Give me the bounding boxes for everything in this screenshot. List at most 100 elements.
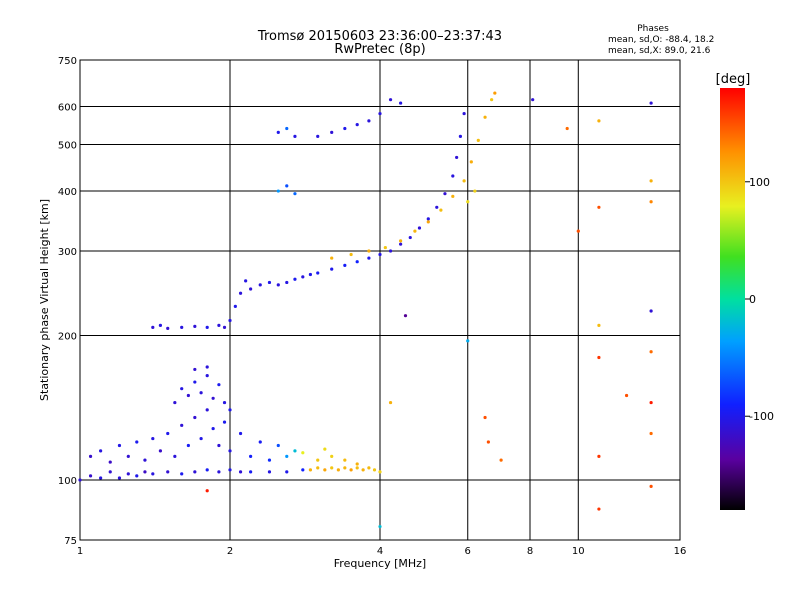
- data-point: [343, 126, 347, 131]
- data-point: [466, 200, 470, 204]
- data-point: [193, 470, 197, 474]
- data-point: [117, 476, 122, 480]
- data-point: [205, 365, 209, 369]
- data-point: [451, 194, 455, 198]
- data-point: [597, 119, 601, 123]
- data-point: [244, 279, 248, 283]
- y-tick-label: 600: [58, 103, 77, 114]
- data-point: [135, 440, 139, 444]
- x-axis-label: Frequency [MHz]: [334, 557, 426, 570]
- data-point: [88, 474, 93, 478]
- data-point: [383, 245, 387, 250]
- data-point: [399, 239, 403, 243]
- data-point: [78, 478, 82, 482]
- x-tick-label: 10: [572, 546, 585, 557]
- data-point: [378, 470, 382, 474]
- data-point: [151, 436, 155, 441]
- data-point: [399, 242, 403, 246]
- data-point: [597, 454, 601, 459]
- data-point: [205, 468, 209, 472]
- data-point: [238, 470, 243, 474]
- data-point: [649, 200, 653, 204]
- data-point: [649, 350, 653, 354]
- data-point: [649, 400, 653, 405]
- data-point: [316, 134, 320, 138]
- data-point: [293, 192, 297, 196]
- data-point: [493, 91, 497, 95]
- data-point: [469, 160, 473, 164]
- data-point: [458, 134, 463, 138]
- data-point: [217, 383, 221, 387]
- data-point: [258, 283, 262, 287]
- data-point: [293, 277, 297, 281]
- data-point: [143, 458, 147, 462]
- data-point: [649, 179, 653, 183]
- data-point: [99, 476, 103, 480]
- y-axis-label: Stationary phase Virtual Height [km]: [38, 199, 51, 401]
- data-point: [158, 449, 163, 453]
- data-point: [193, 415, 197, 420]
- data-point: [388, 249, 393, 253]
- y-axis-ticks: 75 100 200 300 400 500 600 750: [58, 56, 77, 547]
- data-point: [343, 466, 347, 470]
- grid-lines: [80, 60, 680, 540]
- data-point: [186, 443, 190, 448]
- data-point: [88, 454, 93, 459]
- y-tick-label: 300: [58, 247, 77, 258]
- x-tick-label: 6: [465, 546, 471, 557]
- data-point: [343, 458, 347, 462]
- data-point: [211, 396, 215, 400]
- data-point: [217, 323, 221, 327]
- data-point: [166, 431, 170, 436]
- data-point: [233, 304, 237, 309]
- data-point: [205, 489, 209, 493]
- data-point: [249, 454, 253, 459]
- data-point: [531, 98, 535, 102]
- data-point: [355, 466, 359, 470]
- data-point: [462, 111, 466, 116]
- data-point: [285, 126, 289, 131]
- data-point: [417, 226, 422, 230]
- stats-heading: Phases: [637, 24, 669, 34]
- data-point: [135, 474, 139, 478]
- data-point: [276, 283, 280, 287]
- data-point: [276, 443, 280, 448]
- data-point: [222, 400, 227, 405]
- y-tick-label: 750: [58, 56, 77, 67]
- data-point: [462, 179, 466, 183]
- colorbar-tick-label: 100: [749, 176, 770, 189]
- data-point: [403, 314, 408, 318]
- data-point: [649, 309, 653, 313]
- data-point: [228, 468, 232, 472]
- data-point: [378, 252, 382, 257]
- data-point: [173, 400, 177, 405]
- data-point: [316, 466, 320, 470]
- data-point: [193, 380, 197, 384]
- data-point: [330, 267, 334, 271]
- data-point: [336, 468, 340, 472]
- data-point: [649, 101, 653, 105]
- y-tick-label: 500: [58, 141, 77, 152]
- data-point: [301, 468, 305, 472]
- data-point: [597, 355, 601, 360]
- data-point: [426, 217, 430, 221]
- data-point: [490, 98, 494, 102]
- data-point: [258, 440, 262, 444]
- data-point: [426, 220, 430, 224]
- data-point: [267, 458, 272, 462]
- data-point: [267, 280, 272, 285]
- data-point: [166, 326, 170, 330]
- x-tick-label: 1: [77, 546, 83, 557]
- data-point: [649, 484, 653, 488]
- data-point: [408, 235, 412, 240]
- stats-line-o: mean, sd,O: -88.4, 18.2: [608, 35, 714, 45]
- chart-subtitle: RwPretec (8p): [334, 42, 425, 57]
- data-point: [378, 111, 382, 116]
- data-point: [476, 138, 480, 142]
- data-point: [499, 458, 503, 462]
- data-point: [316, 458, 320, 462]
- y-tick-label: 200: [58, 332, 77, 343]
- data-point: [435, 205, 439, 209]
- x-tick-label: 2: [227, 546, 233, 557]
